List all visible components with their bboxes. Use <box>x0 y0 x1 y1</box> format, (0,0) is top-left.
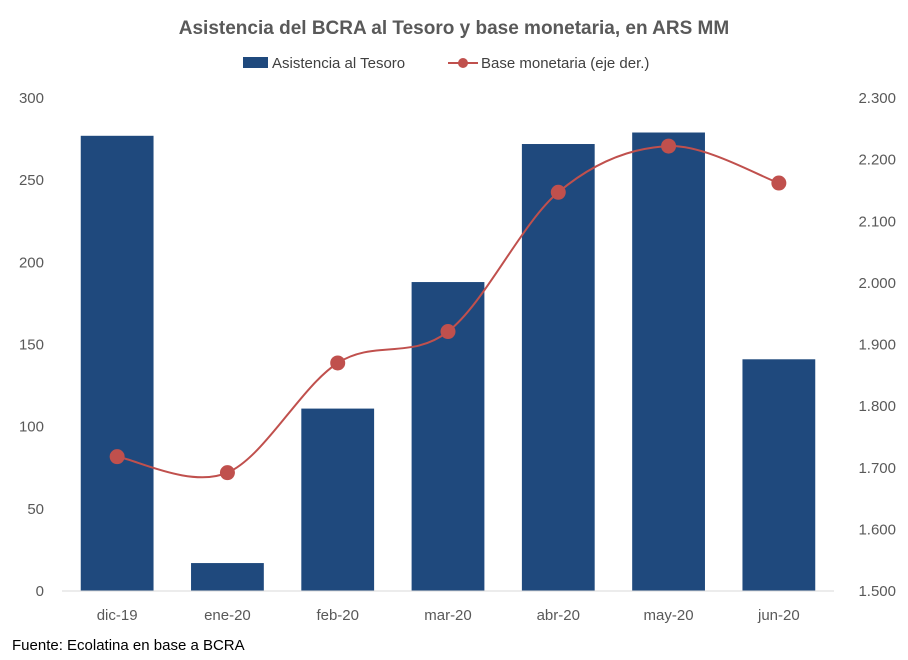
bar <box>80 135 154 591</box>
line-marker <box>661 138 677 154</box>
right-tick-label: 1.700 <box>858 460 896 477</box>
line-marker <box>440 324 456 340</box>
line-marker <box>330 355 346 371</box>
right-tick-label: 1.900 <box>858 337 896 354</box>
right-tick-label: 2.100 <box>858 213 896 230</box>
right-axis-ticks: 1.500 1.600 1.700 1.800 1.900 2.000 2.100 2.200… <box>858 90 896 600</box>
right-tick-label: 1.800 <box>858 398 896 415</box>
x-tick-label: mar-20 <box>424 607 472 624</box>
legend-label-line: Base monetaria (eje der.) <box>481 55 649 72</box>
line-series <box>109 138 787 481</box>
x-tick-label: may-20 <box>644 607 694 624</box>
right-tick-label: 2.000 <box>858 275 896 292</box>
line-marker <box>109 449 125 465</box>
chart-title: Asistencia del BCRA al Tesoro y base mon… <box>179 18 729 39</box>
line-marker <box>219 465 235 481</box>
left-tick-label: 250 <box>19 172 44 189</box>
right-tick-label: 2.300 <box>858 90 896 107</box>
left-axis-ticks: 0 50 100 150 200 250 300 <box>19 90 44 600</box>
bar-series <box>80 132 816 591</box>
left-tick-label: 150 <box>19 337 44 354</box>
left-tick-label: 100 <box>19 419 44 436</box>
bar <box>191 563 264 591</box>
left-tick-label: 0 <box>36 583 44 600</box>
x-tick-label: abr-20 <box>537 607 580 624</box>
x-axis-ticks: dic-19 ene-20 feb-20 mar-20 abr-20 may-20 jun-… <box>97 607 800 624</box>
line-marker <box>771 175 787 191</box>
line-marker <box>550 184 566 200</box>
right-tick-label: 1.500 <box>858 583 896 600</box>
x-tick-label: feb-20 <box>316 607 359 624</box>
legend-label-bar: Asistencia al Tesoro <box>272 55 405 72</box>
bar <box>521 144 595 591</box>
legend: Asistencia al Tesoro Base monetaria (eje… <box>243 55 649 72</box>
left-tick-label: 200 <box>19 254 44 271</box>
x-tick-label: ene-20 <box>204 607 251 624</box>
right-tick-label: 1.600 <box>858 521 896 538</box>
legend-swatch-bar <box>243 57 268 68</box>
bar <box>301 408 375 591</box>
legend-swatch-marker <box>458 58 468 68</box>
source-note: Fuente: Ecolatina en base a BCRA <box>12 637 245 654</box>
x-tick-label: dic-19 <box>97 607 138 624</box>
right-tick-label: 2.200 <box>858 152 896 169</box>
bar <box>742 359 816 591</box>
bar <box>632 132 705 591</box>
left-tick-label: 300 <box>19 90 44 107</box>
left-tick-label: 50 <box>27 501 44 518</box>
x-tick-label: jun-20 <box>757 607 800 624</box>
